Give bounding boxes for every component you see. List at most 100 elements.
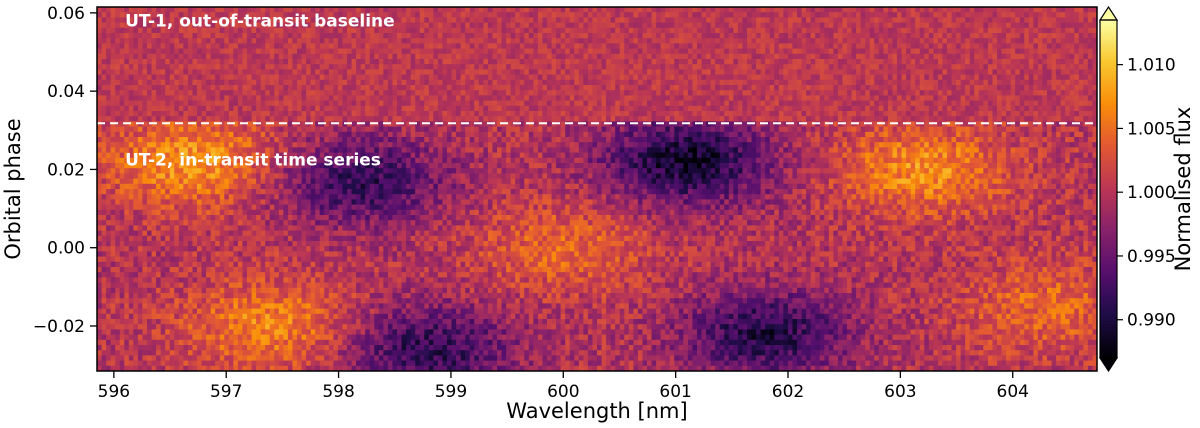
heatmap-cell [147,43,153,50]
heatmap-cell [228,85,234,91]
heatmap-cell [406,7,412,13]
heatmap-cell [692,59,698,65]
heatmap-cell [551,64,557,70]
heatmap-cell [865,12,871,18]
heatmap-cell [560,111,566,117]
heatmap-cell [674,90,680,96]
heatmap-cell [669,100,675,107]
heatmap-cell [1069,43,1075,50]
heatmap-cell [206,53,212,60]
heatmap-cell [819,69,825,76]
heatmap-cell [428,48,434,55]
heatmap-cell [210,38,216,44]
heatmap-cell [601,79,607,86]
heatmap-cell [165,59,171,65]
heatmap-cell [974,7,980,13]
heatmap-cell [237,100,244,107]
heatmap-cell [665,111,671,117]
heatmap-cell [987,105,994,112]
heatmap-cell [833,38,839,44]
heatmap-cell [624,43,630,50]
heatmap-cell [756,85,762,91]
heatmap-cell [997,48,1003,55]
heatmap-cell [533,27,539,34]
heatmap-cell [928,59,934,65]
heatmap-cell [651,27,657,34]
heatmap-cell [815,59,821,65]
heatmap-cell [319,22,325,29]
heatmap-cell [506,85,512,91]
heatmap-cell [651,64,657,70]
heatmap-cell [160,59,166,65]
heatmap-cell [774,85,780,91]
heatmap-cell [401,7,407,13]
heatmap-cell [106,53,112,60]
heatmap-cell [1042,33,1048,39]
heatmap-cell [915,59,921,65]
heatmap-cell [410,121,416,128]
heatmap-cell [719,48,725,55]
heatmap-cell [792,79,798,86]
heatmap-cell [1015,69,1021,76]
heatmap-cell [206,7,212,13]
heatmap-cell [387,69,394,76]
heatmap-cell [119,53,125,60]
heatmap-cell [837,100,844,107]
heatmap-cell [506,90,512,96]
heatmap-cell [556,12,562,18]
heatmap-cell [256,43,262,50]
heatmap-cell [601,105,607,112]
heatmap-cell [556,90,562,96]
heatmap-cell [1069,7,1075,13]
heatmap-cell [756,121,762,128]
heatmap-cell [1051,116,1057,122]
heatmap-cell [133,116,139,122]
heatmap-cell [942,22,948,29]
heatmap-cell [792,116,798,122]
heatmap-cell [456,69,462,76]
heatmap-cell [501,38,507,44]
heatmap-cell [797,12,803,18]
heatmap-cell [378,33,384,39]
heatmap-cell [292,121,298,128]
heatmap-cell [437,90,444,96]
heatmap-cell [456,95,462,102]
heatmap-cell [819,43,825,50]
heatmap-cell [942,12,948,18]
heatmap-cell [256,121,262,128]
heatmap-cell [210,105,216,112]
heatmap-cell [319,69,325,76]
heatmap-cell [778,121,784,128]
heatmap-cell [178,95,184,102]
heatmap-cell [142,64,148,70]
heatmap-cell [1078,85,1084,91]
heatmap-cell [847,74,853,81]
heatmap-cell [397,53,403,60]
heatmap-cell [410,59,416,65]
heatmap-cell [924,17,930,24]
heatmap-cell [528,7,534,13]
heatmap-cell [987,59,994,65]
heatmap-cell [833,74,839,81]
heatmap-cell [160,17,166,24]
heatmap-cell [651,69,657,76]
heatmap-cell [1024,48,1030,55]
heatmap-cell [1006,116,1012,122]
heatmap-cell [433,90,439,96]
heatmap-cell [942,33,948,39]
heatmap-cell [737,111,744,117]
heatmap-cell [542,111,548,117]
heatmap-cell [115,12,121,18]
heatmap-cell [151,90,157,96]
heatmap-cell [787,74,794,81]
heatmap-cell [801,38,807,44]
heatmap-cell [810,59,816,65]
heatmap-cell [797,43,803,50]
heatmap-cell [415,90,421,96]
heatmap-cell [701,12,707,18]
heatmap-cell [237,95,244,102]
heatmap-cell [110,17,116,24]
heatmap-cell [1028,38,1034,44]
heatmap-cell [1019,74,1025,81]
heatmap-cell [233,95,239,102]
